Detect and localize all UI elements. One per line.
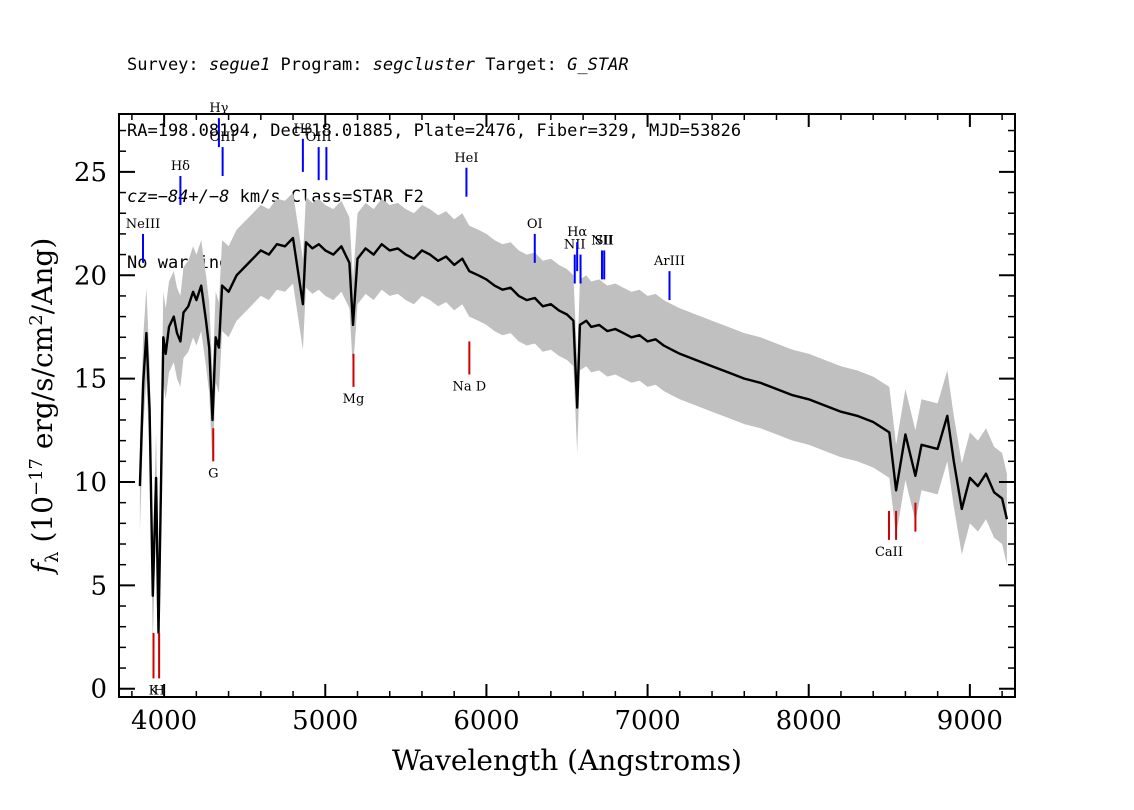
survey-value: segue1 [208, 55, 271, 75]
emission-line-label: SII [595, 233, 614, 248]
emission-line-label: OIII [306, 130, 332, 145]
axes: 4000 5000 6000 7000 8000 9000 0 5 10 15 20 25 [74, 114, 1015, 736]
y-axis-title-part: 2 [26, 314, 47, 325]
emission-line-label: NeIII [126, 217, 160, 232]
x-axis-title: Wavelength (Angstroms) [392, 744, 742, 777]
target-label: Target: [475, 55, 568, 75]
emission-line-label: OIII [210, 130, 236, 145]
spectral-line-markers: NeIIIHδHγOIIIHβOIIIHeIOINIIHαNIISIIArIII… [126, 101, 917, 698]
x-tick-label: 4000 [131, 706, 197, 736]
emission-line-label: Hα [567, 225, 587, 240]
y-axis-title: fλ (10−17 erg/s/cm2/Ang) [26, 238, 63, 576]
survey-label: Survey: [127, 55, 209, 75]
cz-value: =−84+/−8 [147, 187, 230, 207]
y-tick-label: 0 [90, 675, 107, 705]
emission-line-label: NII [564, 238, 586, 253]
plot-frame [118, 113, 1016, 698]
emission-line-label: HeI [454, 151, 478, 166]
y-tick-label: 20 [74, 261, 107, 291]
y-axis-title-part: −17 [26, 458, 47, 496]
emission-line-label: Hβ [293, 122, 312, 137]
x-tick-label: 7000 [614, 706, 680, 736]
header-line-coordinates: RA=198.08194, Dec=18.01885, Plate=2476, … [127, 121, 742, 141]
absorption-line-label: Na D [452, 379, 486, 394]
emission-line-label: NII [591, 233, 613, 248]
y-axis-title-part: λ [42, 551, 63, 562]
header-line-survey: Survey: segue1 Program: segcluster Targe… [127, 54, 741, 76]
x-tick-label: 8000 [776, 706, 842, 736]
y-tick-label: 10 [74, 468, 107, 498]
y-axis-title-part: (10 [26, 496, 59, 551]
absorption-line-label: H [153, 683, 164, 698]
y-axis-title-part: erg/s/cm [26, 326, 59, 458]
program-value: segcluster [372, 55, 476, 75]
error-band [139, 192, 1007, 679]
program-label: Program: [270, 55, 373, 75]
y-tick-label: 25 [74, 158, 107, 188]
y-tick-label: 15 [74, 365, 107, 395]
x-tick-label: 6000 [453, 706, 519, 736]
x-tick-label: 9000 [937, 706, 1003, 736]
emission-line-label: ArIII [653, 254, 685, 269]
x-tick-label: 5000 [292, 706, 358, 736]
y-tick-label: 5 [90, 571, 107, 601]
emission-line-label: Hδ [171, 159, 190, 174]
emission-line-label: OI [527, 217, 543, 232]
target-value: G_STAR [567, 55, 629, 75]
spectrum-line [138, 236, 1009, 635]
spectrum-series [138, 236, 1009, 635]
absorption-line-label: CaII [875, 545, 903, 560]
cz-label: cz [127, 187, 148, 207]
absorption-line-label: K [149, 683, 159, 698]
error-band-area [139, 192, 1007, 679]
absorption-line-label: Mg [343, 392, 365, 407]
absorption-line-label: G [208, 466, 218, 481]
emission-line-label: Hγ [209, 101, 228, 116]
y-axis-title-part: /Ang) [26, 238, 59, 315]
